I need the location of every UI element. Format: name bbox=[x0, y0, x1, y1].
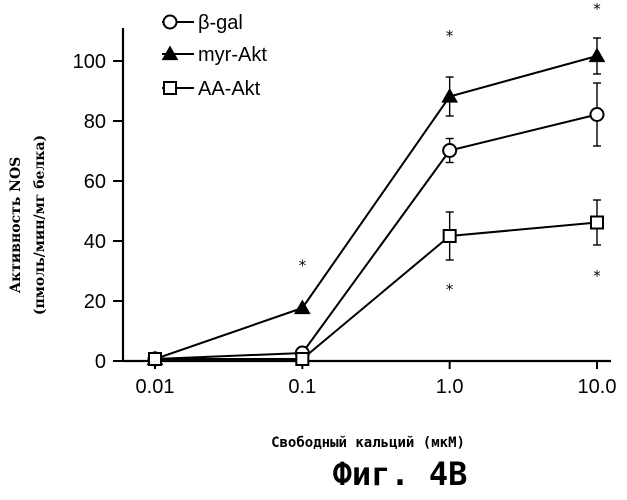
x-tick-label: 10.0 bbox=[578, 376, 617, 398]
data-point bbox=[295, 301, 310, 314]
significance-asterisk: * bbox=[593, 267, 601, 285]
significance-asterisk: * bbox=[299, 257, 307, 275]
y-tick-label: 80 bbox=[84, 111, 106, 133]
x-axis-label: Свободный кальций (мкМ) bbox=[271, 435, 465, 451]
y-tick-label: 0 bbox=[95, 351, 106, 373]
data-point bbox=[443, 144, 456, 157]
data-point bbox=[591, 217, 603, 229]
significance-asterisk: * bbox=[593, 0, 601, 18]
legend-item: β-gal bbox=[162, 12, 243, 34]
data-point bbox=[149, 353, 161, 365]
series-line bbox=[155, 56, 597, 359]
legend-marker bbox=[164, 16, 177, 29]
data-point bbox=[296, 353, 308, 365]
series-line bbox=[155, 115, 597, 360]
figure-caption: Фиг. 4В bbox=[333, 455, 468, 493]
y-tick-label: 100 bbox=[73, 51, 106, 73]
x-tick-label: 0.01 bbox=[136, 376, 175, 398]
legend-label: AA-Akt bbox=[198, 78, 261, 100]
series-aa-akt bbox=[149, 200, 603, 365]
series-gal bbox=[149, 83, 604, 366]
legend-item: AA-Akt bbox=[162, 78, 261, 100]
legend: β-gal myr-Akt AA-Akt bbox=[162, 12, 267, 100]
series-line bbox=[155, 223, 597, 360]
x-tick-label: 0.1 bbox=[288, 376, 316, 398]
data-point bbox=[591, 108, 604, 121]
y-tick-label: 60 bbox=[84, 171, 106, 193]
legend-label: β-gal bbox=[198, 12, 243, 34]
y-axis-label-line1: Активность NOS bbox=[8, 157, 24, 294]
y-ticks: 0 20 40 60 80 100 bbox=[73, 51, 123, 373]
legend-item: myr-Akt bbox=[162, 44, 267, 66]
significance-asterisk: * bbox=[446, 281, 454, 299]
x-tick-label: 1.0 bbox=[436, 376, 464, 398]
y-tick-label: 40 bbox=[84, 231, 106, 253]
significance-asterisk: * bbox=[446, 27, 454, 45]
axes bbox=[123, 28, 611, 361]
data-point bbox=[444, 230, 456, 242]
y-tick-label: 20 bbox=[84, 291, 106, 313]
x-ticks: 0.01 0.1 1.0 10.0 bbox=[136, 361, 617, 398]
y-axis-label-line2: (пмоль/мин/мг белка) bbox=[32, 135, 48, 315]
legend-label: myr-Akt bbox=[198, 44, 267, 66]
legend-marker bbox=[164, 82, 176, 94]
data-point bbox=[590, 49, 605, 62]
